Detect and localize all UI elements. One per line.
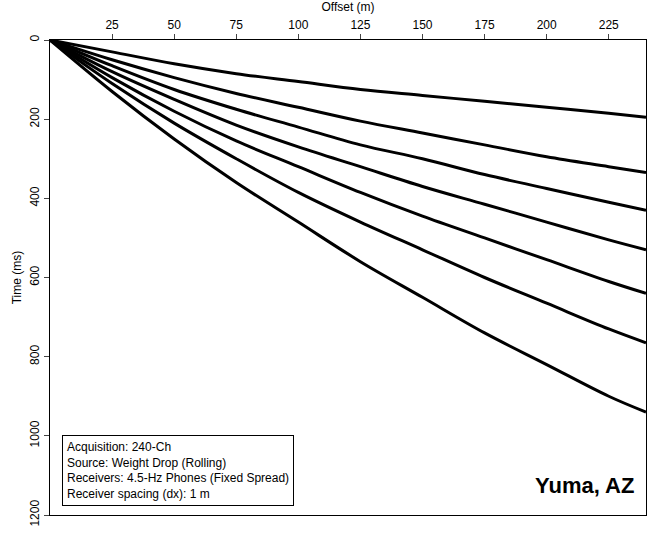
- svg-text:400: 400: [28, 186, 42, 206]
- svg-text:800: 800: [28, 345, 42, 365]
- svg-text:Time (ms): Time (ms): [10, 251, 24, 305]
- svg-text:100: 100: [288, 18, 308, 32]
- svg-text:1200: 1200: [28, 500, 42, 527]
- svg-text:175: 175: [475, 18, 495, 32]
- svg-text:0: 0: [28, 35, 42, 42]
- svg-text:225: 225: [599, 18, 619, 32]
- svg-text:Offset (m): Offset (m): [321, 0, 374, 14]
- svg-text:50: 50: [167, 18, 181, 32]
- svg-text:150: 150: [412, 18, 432, 32]
- svg-text:Acquisition: 240-ChSource: Wei: Acquisition: 240-ChSource: Weight Drop (…: [67, 440, 289, 501]
- svg-text:75: 75: [230, 18, 244, 32]
- svg-text:600: 600: [28, 265, 42, 285]
- svg-text:1000: 1000: [28, 420, 42, 447]
- svg-text:25: 25: [105, 18, 119, 32]
- svg-text:200: 200: [537, 18, 557, 32]
- svg-text:200: 200: [28, 107, 42, 127]
- svg-text:Yuma, AZ: Yuma, AZ: [535, 473, 634, 498]
- svg-text:125: 125: [350, 18, 370, 32]
